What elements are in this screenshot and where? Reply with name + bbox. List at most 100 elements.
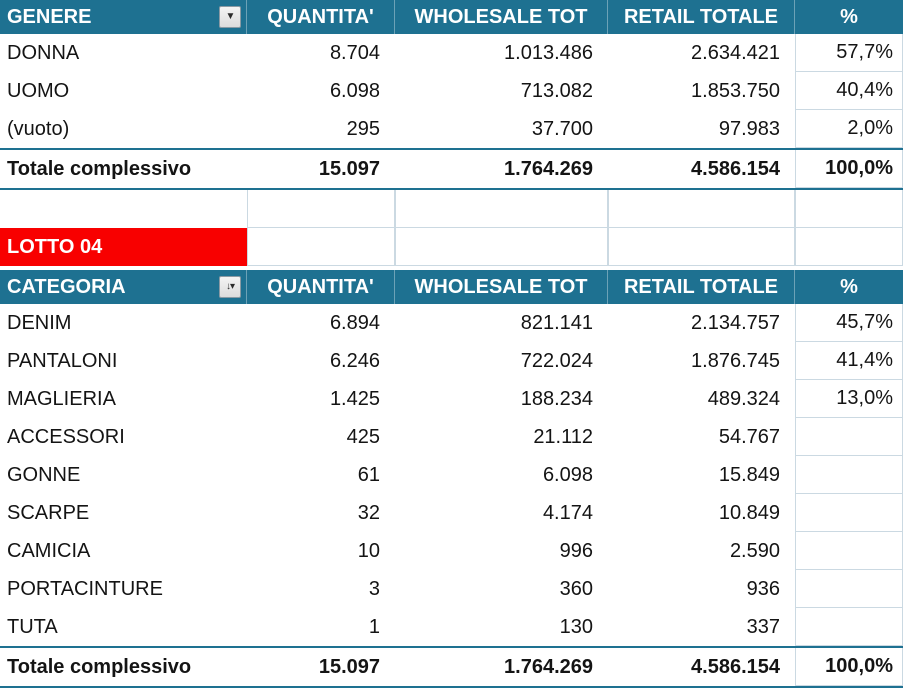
categoria-header-cell: CATEGORIA ↓▾ (0, 270, 247, 304)
percent-column-label: % (840, 5, 858, 28)
genere-column-label: GENERE (7, 5, 92, 28)
wholesale-value: 4.174 (542, 501, 593, 524)
wholesale-column-label: WHOLESALE TOT (414, 5, 588, 28)
retail-value: 337 (746, 615, 780, 638)
wholesale-value: 188.234 (520, 387, 593, 410)
quantita-column-label: QUANTITA' (267, 5, 374, 28)
empty-cell (795, 228, 903, 266)
table-row: ACCESSORI 425 21.112 54.767 (0, 418, 903, 456)
table-row: TUTA 1 130 337 (0, 608, 903, 646)
retail-value: 54.767 (718, 425, 780, 448)
row-label: TUTA (7, 615, 58, 638)
qty-value: 295 (346, 117, 380, 140)
empty-cell (395, 190, 608, 228)
qty-value: 1.425 (329, 387, 380, 410)
row-label: PANTALONI (7, 349, 118, 372)
total-pct-value: 100,0% (795, 648, 903, 686)
wholesale-value: 360 (559, 577, 593, 600)
table-row: SCARPE 32 4.174 10.849 (0, 494, 903, 532)
qty-value: 8.704 (329, 41, 380, 64)
qty-value: 3 (368, 577, 380, 600)
retail-value: 1.876.745 (691, 349, 780, 372)
row-label: (vuoto) (7, 117, 70, 140)
quantita-header-cell: QUANTITA' (247, 0, 395, 34)
genere-pivot-table: GENERE ▼ QUANTITA' WHOLESALE TOT RETAIL … (0, 0, 903, 190)
pct-value: 57,7% (795, 34, 903, 72)
pct-value (795, 570, 903, 608)
empty-row (0, 190, 903, 228)
wholesale-column-label: WHOLESALE TOT (414, 275, 588, 298)
percent-header-cell: % (795, 270, 903, 304)
total-label: Totale complessivo (7, 655, 192, 678)
sort-descending-filter-icon: ↓▾ (225, 281, 235, 292)
empty-cell (247, 228, 395, 266)
total-qty-value: 15.097 (318, 157, 380, 180)
pct-value: 13,0% (795, 380, 903, 418)
pct-value: 41,4% (795, 342, 903, 380)
row-label: ACCESSORI (7, 425, 125, 448)
empty-cell (247, 190, 395, 228)
wholesale-header-cell: WHOLESALE TOT (395, 0, 608, 34)
total-qty-value: 15.097 (318, 655, 380, 678)
pct-value (795, 494, 903, 532)
wholesale-header-cell: WHOLESALE TOT (395, 270, 608, 304)
genere-header-row: GENERE ▼ QUANTITA' WHOLESALE TOT RETAIL … (0, 0, 903, 34)
pct-value: 45,7% (795, 304, 903, 342)
wholesale-value: 996 (559, 539, 593, 562)
pct-value (795, 418, 903, 456)
retail-value: 10.849 (718, 501, 780, 524)
row-label: GONNE (7, 463, 81, 486)
lotto-banner-row: LOTTO 04 (0, 228, 903, 266)
retail-column-label: RETAIL TOTALE (623, 275, 779, 298)
row-label: CAMICIA (7, 539, 91, 562)
retail-value: 489.324 (707, 387, 780, 410)
retail-value: 2.634.421 (691, 41, 780, 64)
genere-total-row: Totale complessivo 15.097 1.764.269 4.58… (0, 148, 903, 190)
genere-filter-dropdown-button[interactable]: ▼ (219, 6, 241, 28)
table-row: (vuoto) 295 37.700 97.983 2,0% (0, 110, 903, 148)
empty-cell (395, 228, 608, 266)
pct-value (795, 532, 903, 570)
wholesale-value: 6.098 (542, 463, 593, 486)
percent-column-label: % (840, 275, 858, 298)
quantita-column-label: QUANTITA' (267, 275, 374, 298)
row-label: MAGLIERIA (7, 387, 116, 410)
empty-cell (608, 190, 795, 228)
percent-header-cell: % (795, 0, 903, 34)
qty-value: 6.098 (329, 79, 380, 102)
table-row: DONNA 8.704 1.013.486 2.634.421 57,7% (0, 34, 903, 72)
qty-value: 6.246 (329, 349, 380, 372)
pct-value (795, 456, 903, 494)
retail-value: 2.590 (729, 539, 780, 562)
row-label: DONNA (7, 41, 80, 64)
categoria-total-row: Totale complessivo 15.097 1.764.269 4.58… (0, 646, 903, 688)
categoria-pivot-table: CATEGORIA ↓▾ QUANTITA' WHOLESALE TOT RET… (0, 270, 903, 688)
table-row: CAMICIA 10 996 2.590 (0, 532, 903, 570)
dropdown-arrow-icon: ▼ (225, 11, 236, 22)
genere-header-cell: GENERE ▼ (0, 0, 247, 34)
wholesale-value: 821.141 (520, 311, 593, 334)
qty-value: 425 (346, 425, 380, 448)
wholesale-value: 722.024 (520, 349, 593, 372)
quantita-header-cell: QUANTITA' (247, 270, 395, 304)
empty-cell (795, 190, 903, 228)
qty-value: 10 (357, 539, 380, 562)
qty-value: 1 (368, 615, 380, 638)
retail-column-label: RETAIL TOTALE (623, 5, 779, 28)
categoria-sort-filter-dropdown-button[interactable]: ↓▾ (219, 276, 241, 298)
total-retail-value: 4.586.154 (691, 157, 780, 180)
row-label: SCARPE (7, 501, 90, 524)
retail-header-cell: RETAIL TOTALE (608, 270, 795, 304)
retail-value: 1.853.750 (691, 79, 780, 102)
table-row: PORTACINTURE 3 360 936 (0, 570, 903, 608)
pct-value: 40,4% (795, 72, 903, 110)
row-label: PORTACINTURE (7, 577, 163, 600)
wholesale-value: 713.082 (520, 79, 593, 102)
pct-value (795, 608, 903, 646)
table-row: UOMO 6.098 713.082 1.853.750 40,4% (0, 72, 903, 110)
lotto-04-banner: LOTTO 04 (0, 228, 247, 266)
empty-cell (608, 228, 795, 266)
total-wholesale-value: 1.764.269 (504, 157, 593, 180)
row-label: UOMO (7, 79, 70, 102)
